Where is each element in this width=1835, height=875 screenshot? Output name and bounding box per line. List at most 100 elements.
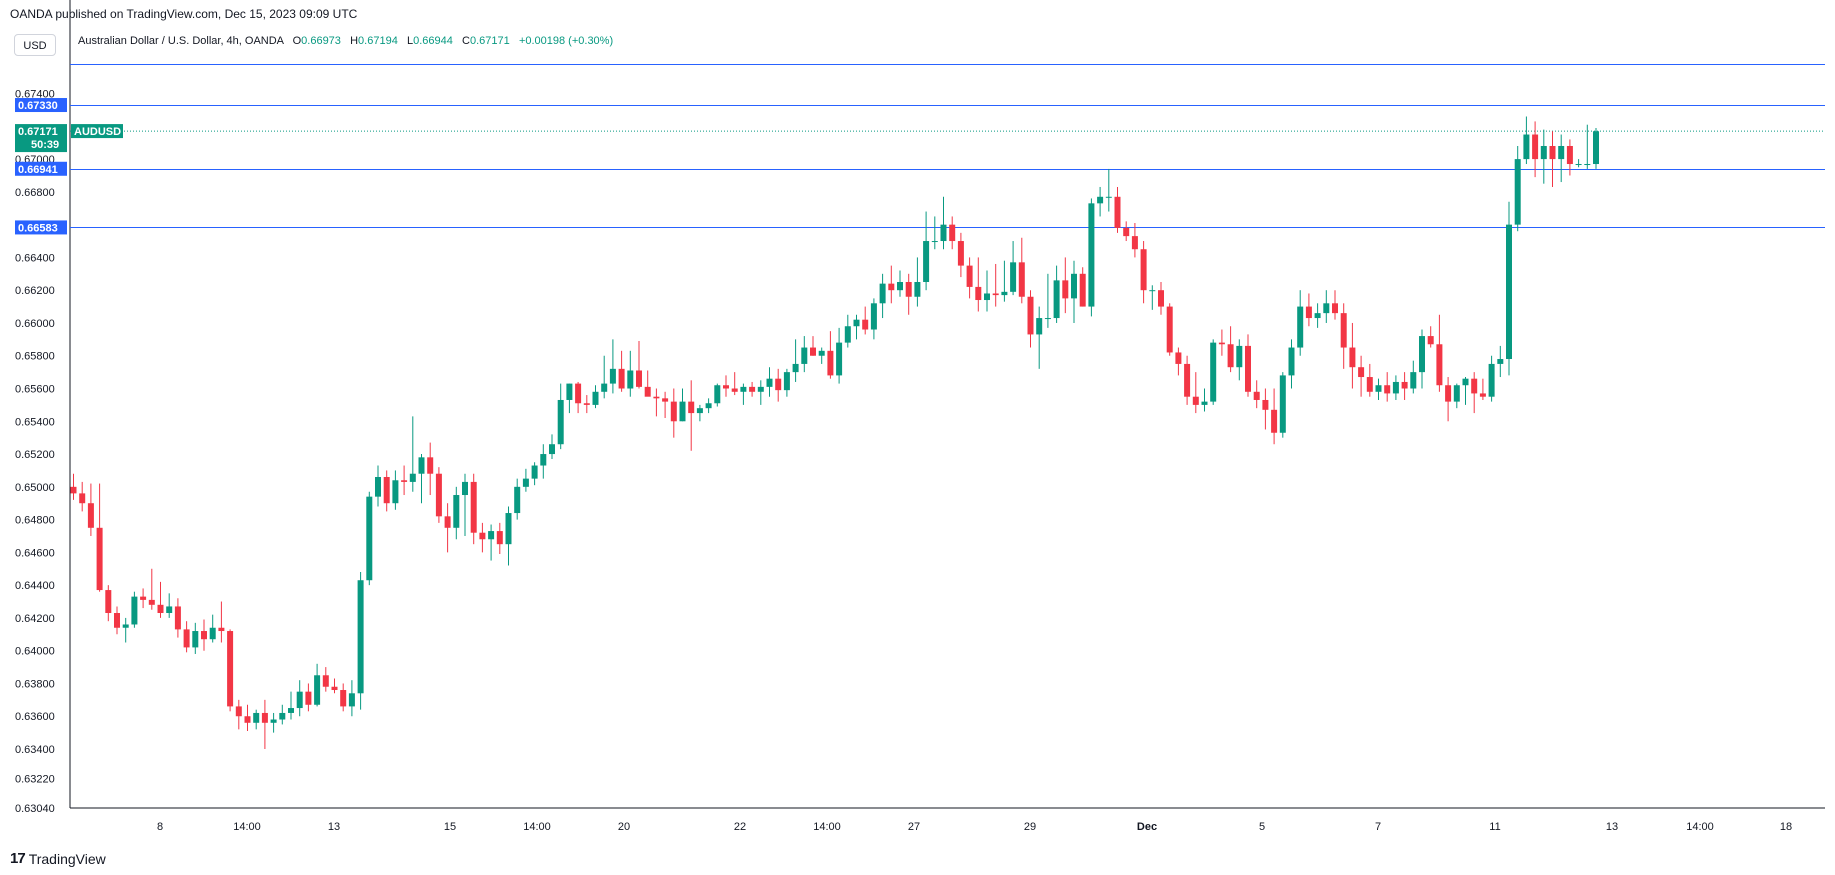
candle-body xyxy=(679,401,686,422)
candle-body xyxy=(1305,306,1312,319)
candle xyxy=(1218,329,1225,356)
tradingview-logo[interactable]: 17 TradingView xyxy=(10,850,106,867)
candle-body xyxy=(1410,372,1417,389)
candle-body xyxy=(453,495,460,528)
candle-body xyxy=(618,368,625,389)
candle-body xyxy=(992,293,999,296)
candle-body xyxy=(470,481,477,533)
candle-body xyxy=(1514,159,1521,225)
candle-body xyxy=(166,606,173,614)
candle xyxy=(818,347,825,364)
candle xyxy=(1027,290,1034,348)
candle xyxy=(383,470,390,512)
time-axis[interactable]: 8 14:00 13 15 14:00 20 22 14:00 27 29 Dec 5 7 11 13 14:… xyxy=(157,821,1792,833)
currency-unit-button[interactable]: USD xyxy=(14,34,56,56)
candle-body xyxy=(1566,145,1573,165)
candle-body xyxy=(975,286,982,301)
candle xyxy=(1323,290,1330,323)
candle-body xyxy=(914,281,921,297)
candle xyxy=(1166,303,1173,356)
candle xyxy=(401,465,408,496)
candle xyxy=(1053,265,1060,323)
candle xyxy=(1245,334,1251,397)
candle-body xyxy=(1097,196,1104,204)
candle xyxy=(1262,388,1269,430)
candle-body xyxy=(1314,313,1321,319)
candle xyxy=(644,370,651,397)
candle xyxy=(1375,378,1382,400)
candle-body xyxy=(1001,291,1008,296)
candle-body xyxy=(1462,378,1469,386)
candle-body xyxy=(1401,381,1408,389)
candle xyxy=(409,416,416,492)
candle-body xyxy=(1105,196,1112,198)
candle-body xyxy=(636,370,642,387)
candle-body xyxy=(1227,344,1234,368)
candle-body xyxy=(122,624,129,628)
candle-body xyxy=(131,596,138,625)
open-value: 0.66973 xyxy=(301,35,341,47)
tradingview-brand: TradingView xyxy=(28,850,106,867)
candle xyxy=(209,614,216,643)
candle xyxy=(975,257,982,312)
candle-body xyxy=(549,444,555,455)
candle-body xyxy=(1175,352,1182,364)
candle-body xyxy=(157,604,164,614)
candle-body xyxy=(235,706,242,717)
candle-body xyxy=(1332,303,1338,314)
candle-body xyxy=(714,385,721,404)
candle-body xyxy=(1253,391,1260,400)
candle xyxy=(984,270,990,312)
y-tick-label: 0.64800 xyxy=(15,515,55,527)
candle xyxy=(696,404,703,422)
x-tick-label: 27 xyxy=(908,821,920,833)
candle xyxy=(1462,377,1469,405)
candle-body xyxy=(383,476,390,504)
chart-frame xyxy=(69,0,1825,809)
candle-body xyxy=(209,627,216,640)
candle-body xyxy=(957,241,964,266)
candle xyxy=(357,572,364,710)
candle-body xyxy=(444,516,451,528)
candle xyxy=(1044,273,1051,328)
candle-body xyxy=(331,686,338,691)
current-price-tag xyxy=(15,124,67,153)
candle xyxy=(505,506,512,566)
candle xyxy=(375,465,381,507)
candle xyxy=(1488,355,1495,402)
candle xyxy=(270,712,277,733)
candle-body xyxy=(862,319,869,330)
candle xyxy=(566,383,573,414)
x-tick-label: 15 xyxy=(444,821,456,833)
candle-body xyxy=(1053,280,1060,319)
candle xyxy=(1175,347,1182,376)
open-label: O xyxy=(292,35,302,47)
level-price-tag-text: 0.66583 xyxy=(18,222,58,234)
candle-body xyxy=(87,503,94,528)
candle xyxy=(749,381,756,397)
y-tick-label: 0.64400 xyxy=(15,580,55,592)
candle-body xyxy=(1436,344,1443,386)
candle xyxy=(348,680,355,717)
y-tick-label: 0.63040 xyxy=(15,803,55,815)
candle-body xyxy=(140,596,147,600)
candle xyxy=(1332,290,1338,320)
candle-body xyxy=(305,691,312,705)
candle-body xyxy=(105,590,112,614)
candle xyxy=(166,593,173,618)
candle-body xyxy=(218,627,225,632)
candle xyxy=(1593,127,1599,169)
candle xyxy=(1358,355,1365,397)
level-price-tag xyxy=(15,161,67,176)
candle-body xyxy=(792,363,799,373)
price-axis[interactable]: 0.674000.670000.668000.664000.662000.660… xyxy=(15,89,55,815)
candle-body xyxy=(566,383,573,400)
level-price-tag-text: 0.66941 xyxy=(18,164,58,176)
low-value: 0.66944 xyxy=(413,35,453,47)
candle xyxy=(1479,378,1486,400)
candle xyxy=(879,273,886,319)
candle-body xyxy=(723,385,729,389)
x-tick-label: 5 xyxy=(1259,821,1265,833)
candle-body xyxy=(1018,262,1025,297)
